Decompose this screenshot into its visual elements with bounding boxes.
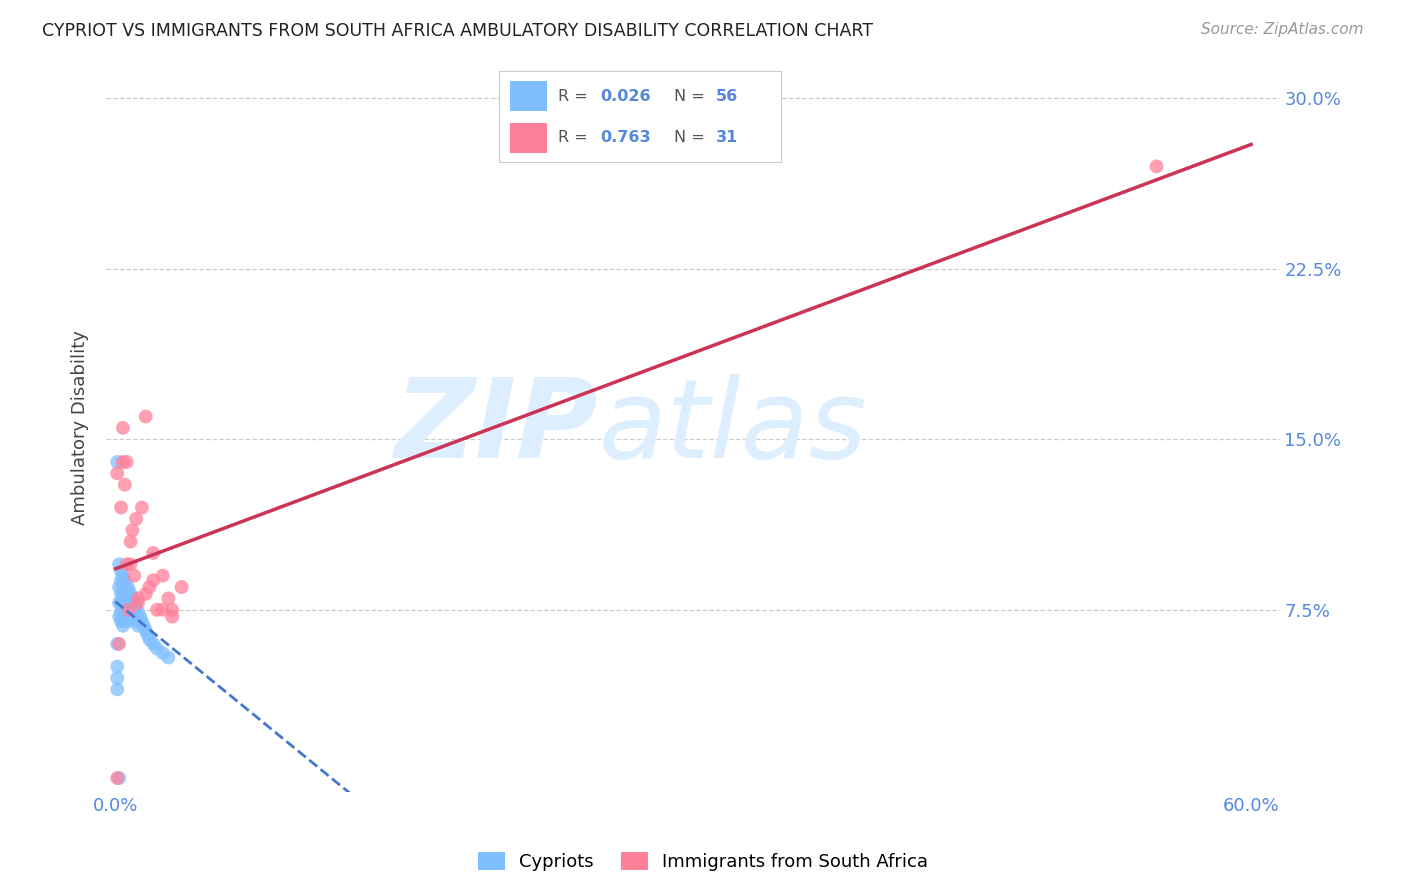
Point — [111, 455, 134, 469]
Point — [135, 409, 157, 424]
Point — [124, 596, 146, 610]
Point — [138, 632, 160, 647]
Point — [157, 591, 180, 606]
Text: Source: ZipAtlas.com: Source: ZipAtlas.com — [1201, 22, 1364, 37]
Point — [117, 582, 139, 597]
Point — [129, 609, 152, 624]
Point — [127, 591, 149, 606]
Point — [160, 609, 183, 624]
Point — [111, 618, 134, 632]
Point — [170, 580, 193, 594]
Legend: Cypriots, Immigrants from South Africa: Cypriots, Immigrants from South Africa — [471, 846, 935, 879]
Point — [111, 578, 134, 592]
Point — [142, 546, 165, 560]
Point — [114, 477, 136, 491]
Point — [115, 596, 138, 610]
Point — [117, 591, 139, 606]
Point — [127, 618, 149, 632]
Point — [110, 587, 132, 601]
Y-axis label: Ambulatory Disability: Ambulatory Disability — [72, 330, 89, 525]
Point — [125, 512, 148, 526]
Text: atlas: atlas — [599, 375, 868, 482]
Point — [110, 573, 132, 587]
Point — [121, 605, 143, 619]
Point — [120, 587, 142, 601]
Point — [121, 591, 143, 606]
Point — [131, 500, 153, 515]
Point — [124, 609, 146, 624]
Point — [146, 603, 169, 617]
Point — [105, 682, 128, 697]
Point — [114, 614, 136, 628]
Point — [138, 580, 160, 594]
Point — [114, 600, 136, 615]
Point — [152, 603, 174, 617]
Point — [108, 580, 131, 594]
Point — [105, 771, 128, 785]
Point — [108, 771, 131, 785]
Point — [110, 564, 132, 578]
Point — [142, 637, 165, 651]
Point — [120, 609, 142, 624]
Point — [136, 628, 159, 642]
Point — [105, 671, 128, 685]
Point — [142, 573, 165, 587]
Point — [105, 455, 128, 469]
Point — [110, 605, 132, 619]
Point — [127, 605, 149, 619]
Point — [117, 614, 139, 628]
Point — [111, 596, 134, 610]
Text: ZIP: ZIP — [395, 375, 599, 482]
Text: CYPRIOT VS IMMIGRANTS FROM SOUTH AFRICA AMBULATORY DISABILITY CORRELATION CHART: CYPRIOT VS IMMIGRANTS FROM SOUTH AFRICA … — [42, 22, 873, 40]
Point — [135, 624, 157, 638]
Point — [125, 614, 148, 628]
Point — [131, 614, 153, 628]
Point — [1146, 160, 1168, 174]
Point — [111, 605, 134, 619]
Point — [115, 578, 138, 592]
Point — [120, 558, 142, 572]
Point — [117, 600, 139, 615]
Point — [114, 573, 136, 587]
Point — [132, 618, 155, 632]
Point — [115, 558, 138, 572]
Point — [108, 637, 131, 651]
Point — [160, 603, 183, 617]
Point — [105, 659, 128, 673]
Point — [108, 558, 131, 572]
Point — [117, 603, 139, 617]
Point — [135, 587, 157, 601]
Point — [120, 596, 142, 610]
Point — [111, 587, 134, 601]
Point — [124, 568, 146, 582]
Point — [127, 596, 149, 610]
Point — [146, 641, 169, 656]
Point — [105, 637, 128, 651]
Point — [114, 582, 136, 597]
Point — [111, 568, 134, 582]
Point — [121, 523, 143, 537]
Point — [152, 646, 174, 660]
Point — [120, 534, 142, 549]
Point — [115, 609, 138, 624]
Point — [125, 600, 148, 615]
Point — [115, 587, 138, 601]
Point — [115, 455, 138, 469]
Point — [105, 467, 128, 481]
Point — [111, 421, 134, 435]
Point — [157, 650, 180, 665]
Point — [108, 596, 131, 610]
Point — [152, 568, 174, 582]
Point — [108, 609, 131, 624]
Point — [114, 591, 136, 606]
Point — [110, 614, 132, 628]
Point — [110, 500, 132, 515]
Point — [110, 596, 132, 610]
